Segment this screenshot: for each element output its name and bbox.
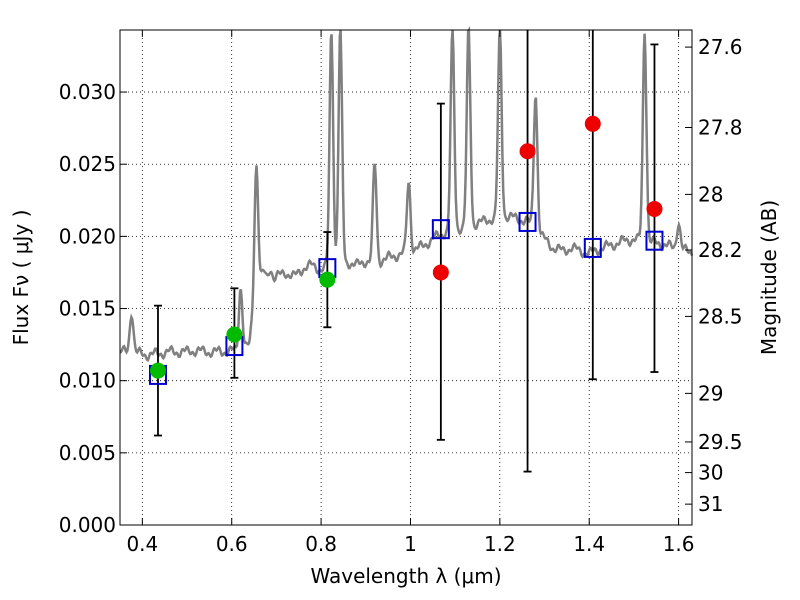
x-tick-label: 1.6 — [663, 532, 695, 556]
y-tick-label: 0.010 — [59, 369, 116, 393]
y-tick-label: 0.015 — [59, 297, 116, 321]
spectrum-line — [119, 25, 694, 363]
right-tick-label: 27.6 — [698, 35, 743, 59]
observed-point — [226, 326, 243, 343]
y-tick-label: 0.005 — [59, 441, 116, 465]
plot-frame — [119, 29, 693, 526]
grid — [120, 30, 692, 526]
observed-point — [519, 143, 536, 160]
right-tick-label: 29.5 — [698, 430, 743, 454]
x-tick-label: 1.4 — [573, 532, 605, 556]
y-axis-label: Flux Fν ( μJy ) — [9, 210, 33, 346]
x-axis-ticks: 0.4 0.6 0.8 1 1.2 1.4 1.6 — [126, 30, 695, 556]
model-point — [431, 219, 450, 240]
model-point — [645, 230, 664, 251]
observed-point — [432, 264, 449, 281]
model-point — [583, 237, 602, 258]
observed-points — [149, 115, 663, 379]
model-point — [518, 211, 537, 232]
error-bars — [153, 30, 659, 473]
x-tick-label: 1.2 — [484, 532, 516, 556]
x-tick-label: 0.8 — [305, 532, 337, 556]
y-tick-label: 0.020 — [59, 224, 116, 248]
right-tick-label: 28.5 — [698, 304, 743, 328]
right-tick-label: 28 — [698, 182, 723, 206]
observed-point — [319, 271, 336, 288]
right-tick-label: 28.2 — [698, 238, 743, 262]
x-tick-label: 1 — [404, 532, 417, 556]
x-tick-label: 0.4 — [126, 532, 158, 556]
right-tick-label: 31 — [698, 492, 723, 516]
y-axis-ticks: 0.000 0.005 0.010 0.015 0.020 0.025 0.030 — [59, 80, 127, 537]
y-tick-label: 0.030 — [59, 80, 116, 104]
observed-point — [584, 115, 601, 132]
right-axis-label: Magnitude (AB) — [757, 200, 781, 355]
y-tick-label: 0.000 — [59, 513, 116, 537]
right-tick-label: 29 — [698, 381, 723, 405]
x-tick-label: 0.6 — [216, 532, 248, 556]
right-tick-label: 30 — [698, 461, 723, 485]
right-tick-label: 27.8 — [698, 115, 743, 139]
observed-point — [149, 362, 166, 379]
spectrum — [119, 25, 694, 363]
x-axis-label: Wavelength λ (μm) — [310, 564, 501, 588]
right-axis-ticks: 27.6 27.8 28 28.2 28.5 29 29.5 30 31 — [685, 35, 743, 516]
observed-point — [646, 200, 663, 217]
y-tick-label: 0.025 — [59, 152, 116, 176]
